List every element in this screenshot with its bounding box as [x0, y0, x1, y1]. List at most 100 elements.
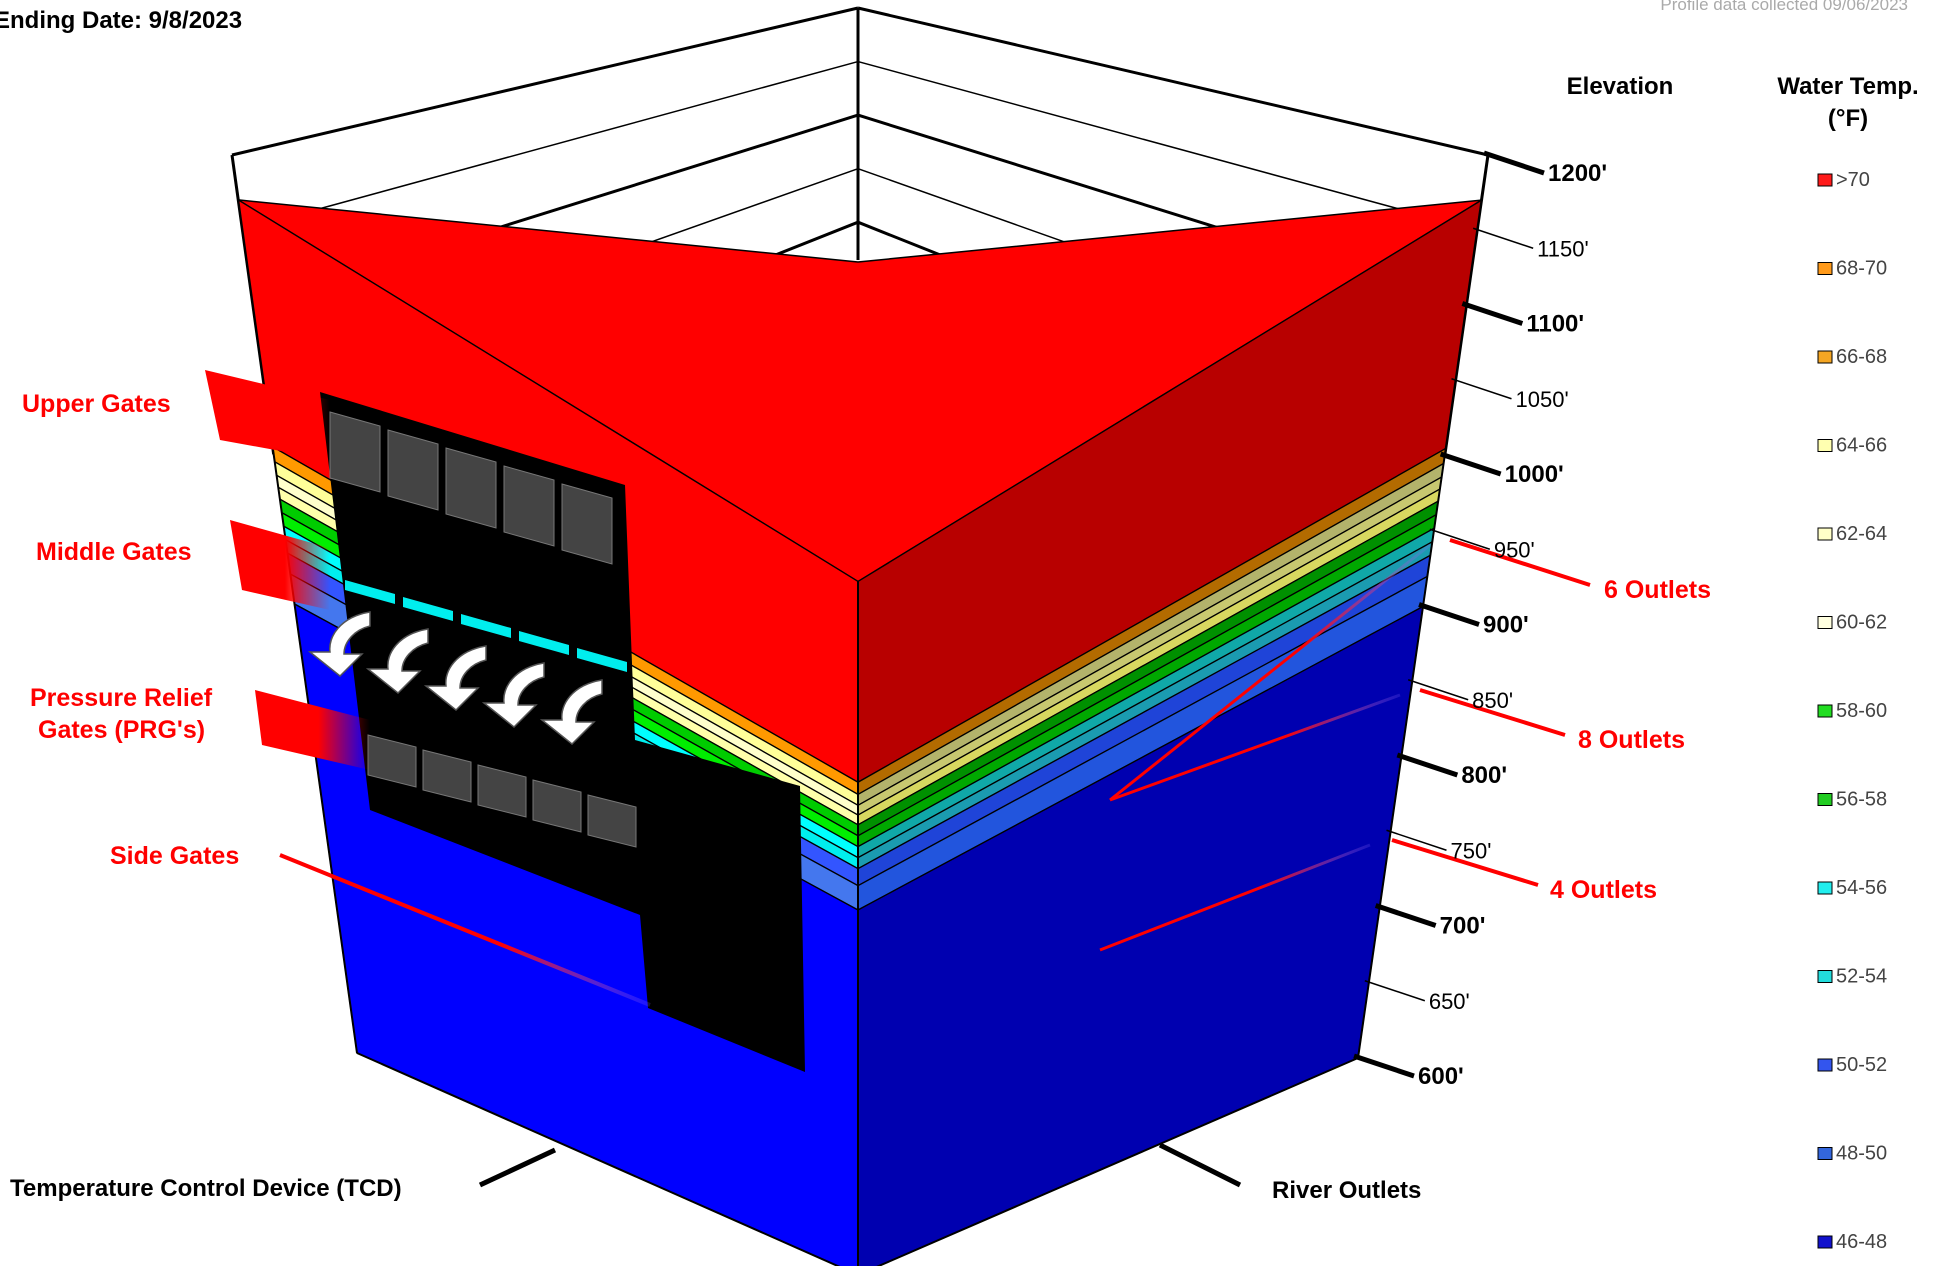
- prg-label-line1: Pressure Relief: [30, 684, 213, 712]
- legend-swatch: [1817, 173, 1833, 187]
- elevation-axis: 1200' 1150' 1100' 1050' 1000' 950' 900' 850' 800…: [1353, 150, 1607, 1090]
- elevation-tick: [1439, 451, 1502, 477]
- legend-swatch: [1817, 704, 1833, 718]
- outlet-leader: [1449, 538, 1591, 587]
- elevation-tick-label: 750': [1451, 838, 1492, 863]
- legend-swatch: [1817, 793, 1833, 806]
- upper-gate-window: [503, 465, 555, 547]
- base-tick-left: [478, 1147, 557, 1188]
- elevation-tick: [1396, 752, 1459, 778]
- elevation-tick: [1353, 1053, 1415, 1079]
- prg-flag: [255, 690, 370, 770]
- outlet-ray: [1109, 543, 1431, 802]
- middle-gate-arrow: [307, 611, 371, 678]
- legend-label: 68-70: [1836, 258, 1887, 280]
- elevation-tick-label: 1200': [1548, 160, 1607, 187]
- elevation-tick-label: 1150': [1537, 236, 1589, 261]
- elevation-tick-label: 600': [1418, 1063, 1464, 1090]
- prg-label-line2: Gates (PRG's): [38, 716, 205, 744]
- legend-swatch: [1817, 262, 1833, 275]
- elevation-tick: [1483, 150, 1545, 176]
- base-tick-right: [1158, 1142, 1242, 1188]
- outlet-ray: [1099, 843, 1371, 952]
- upper-gate-flag: [205, 370, 330, 460]
- grid-line-right: [857, 60, 1478, 231]
- middle-gate-arrow: [423, 645, 487, 712]
- top-left-edge: [231, 6, 859, 157]
- elevation-tick-label: 950': [1494, 537, 1535, 562]
- tcd-structure: [205, 370, 1242, 1188]
- left-edge: [237, 199, 358, 1054]
- base-edge-left: [356, 1052, 841, 1266]
- lower-gate-window: [477, 764, 527, 818]
- tcd-label: Temperature Control Device (TCD): [10, 1175, 402, 1202]
- side-gates-label: Side Gates: [110, 842, 239, 870]
- lower-gate-window: [532, 779, 582, 833]
- elevation-tick: [1472, 227, 1534, 249]
- legend-label: 54-56: [1836, 877, 1887, 899]
- lower-gate-window: [587, 794, 637, 848]
- elevation-tick-label: 1000': [1505, 461, 1564, 488]
- water-temp-legend: >70 68-70 66-68 64-66 62-64 60-62 58-60 56-58 54…: [1817, 169, 1887, 1253]
- legend-label: 64-66: [1836, 435, 1887, 457]
- legend-label: 62-64: [1836, 523, 1887, 545]
- legend-swatch: [1817, 350, 1833, 364]
- four-outlets-label: 4 Outlets: [1550, 876, 1657, 904]
- middle-gate-strip: [403, 597, 453, 621]
- lower-gate-window: [422, 749, 472, 803]
- upper-gate-window: [561, 483, 613, 565]
- elevation-tick-label: 900': [1483, 612, 1529, 639]
- legend-label: 60-62: [1836, 612, 1887, 634]
- legend-label: 48-50: [1836, 1143, 1887, 1165]
- top-right-edge: [857, 6, 1489, 157]
- legend-label: 56-58: [1836, 789, 1887, 811]
- legend-swatch: [1817, 616, 1833, 629]
- elevation-tick-label: 1050': [1516, 387, 1569, 412]
- elevation-tick-label: 850': [1472, 688, 1513, 713]
- upper-gates-label: Upper Gates: [22, 390, 171, 418]
- eight-outlets-label: 8 Outlets: [1578, 726, 1685, 754]
- legend-label: 58-60: [1836, 700, 1887, 722]
- elevation-tick: [1364, 980, 1426, 1002]
- elevation-tick: [1451, 378, 1512, 400]
- middle-gate-strip: [577, 648, 627, 672]
- upper-gate-window: [387, 429, 439, 511]
- middle-gate-flag: [230, 520, 330, 610]
- elevation-tick: [1386, 829, 1447, 851]
- right-edge: [1357, 200, 1483, 1059]
- upper-gate-window: [329, 411, 381, 493]
- middle-gates-label: Middle Gates: [36, 538, 192, 566]
- legend-swatch: [1817, 439, 1833, 452]
- water-temp-heading: Water Temp.: [1777, 73, 1918, 100]
- legend-label: 66-68: [1836, 346, 1887, 368]
- legend-swatch: [1817, 970, 1833, 983]
- elevation-tick: [1407, 679, 1469, 701]
- grid-line-left: [242, 60, 859, 231]
- outlet-leader: [1391, 838, 1539, 887]
- legend-swatch: [1817, 1235, 1833, 1249]
- middle-gate-arrow: [365, 628, 429, 695]
- middle-gate-arrow: [539, 679, 603, 746]
- legend-label: 46-48: [1836, 1231, 1887, 1253]
- upper-gate-window: [445, 447, 497, 529]
- legend-swatch: [1817, 527, 1833, 541]
- middle-gate-arrow: [481, 662, 545, 729]
- elevation-tick-label: 650': [1429, 989, 1470, 1014]
- legend-label: >70: [1836, 169, 1870, 191]
- profile-note: Profile data collected 09/06/2023: [1660, 0, 1908, 14]
- water-temp-unit: (°F): [1828, 105, 1868, 132]
- outlet-leader: [1419, 688, 1566, 737]
- six-outlets-label: 6 Outlets: [1604, 576, 1711, 604]
- side-gate-leader: [279, 853, 651, 1007]
- legend-label: 50-52: [1836, 1054, 1887, 1076]
- elevation-tick: [1461, 301, 1524, 326]
- elevation-tick-label: 1100': [1526, 311, 1584, 338]
- legend-swatch: [1817, 1147, 1833, 1160]
- legend-swatch: [1817, 881, 1833, 895]
- middle-gate-strip: [461, 614, 511, 638]
- legend-label: 52-54: [1836, 966, 1887, 988]
- river-outlets-label: River Outlets: [1272, 1177, 1421, 1204]
- elevation-tick: [1418, 602, 1480, 627]
- elevation-tick-label: 800': [1461, 762, 1507, 789]
